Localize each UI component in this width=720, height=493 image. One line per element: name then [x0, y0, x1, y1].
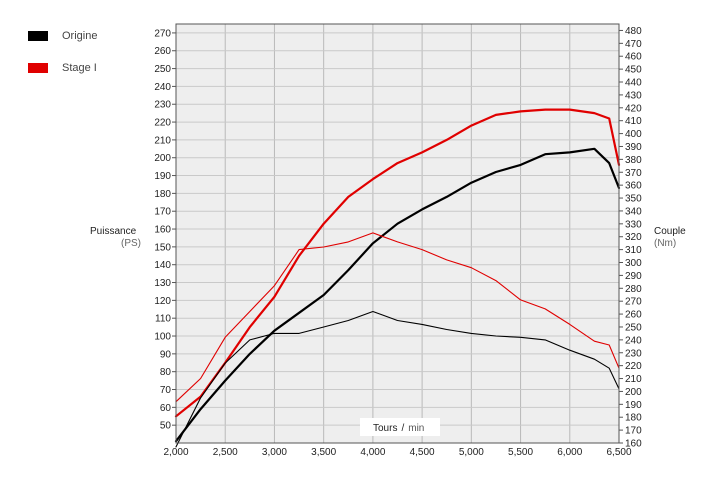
x-tick-label: 6,500: [606, 447, 631, 458]
y-right-tick-label: 200: [625, 387, 642, 398]
x-tick-label: 4,500: [410, 447, 435, 458]
x-axis-title-unit: min: [408, 423, 424, 434]
y-right-tick-label: 230: [625, 348, 642, 359]
y-left-axis-unit: (PS): [121, 238, 141, 249]
y-left-tick-label: 100: [154, 332, 171, 343]
y-right-tick-label: 360: [625, 181, 642, 192]
y-left-tick-label: 70: [160, 385, 172, 396]
series-lines: [174, 108, 621, 448]
legend-swatch-stage-i: [28, 63, 48, 73]
y-left-tick-label: 240: [154, 82, 171, 93]
y-right-tick-label: 480: [625, 26, 642, 37]
legend-label-origine: Origine: [62, 30, 98, 42]
y-left-tick-label: 110: [155, 314, 171, 325]
y-left-tick-labels: 50 60 70 80 90 100 110 120 130 140 150 160 170 180 190…: [154, 28, 176, 432]
y-right-tick-label: 250: [625, 322, 642, 333]
y-right-tick-label: 210: [625, 374, 642, 385]
x-axis-title-box: [360, 418, 440, 436]
y-left-tick-label: 270: [154, 28, 171, 39]
y-left-tick-label: 250: [154, 64, 171, 75]
series-line-stage-i-couple: [175, 232, 620, 403]
x-axis-title: Tours / min: [373, 423, 424, 434]
y-left-tick-label: 130: [154, 278, 171, 289]
y-right-tick-label: 190: [625, 400, 642, 411]
x-axis-title-label: Tours: [373, 423, 397, 434]
y-right-tick-label: 290: [625, 271, 642, 282]
y-right-tick-label: 380: [625, 155, 642, 166]
y-right-axis-title: Couple: [654, 226, 686, 237]
y-left-tick-label: 150: [154, 242, 171, 253]
y-left-tick-label: 180: [154, 189, 171, 200]
y-right-tick-label: 400: [625, 129, 642, 140]
y-right-tick-label: 160: [625, 439, 642, 450]
x-axis-title-slash: /: [401, 423, 404, 434]
y-right-tick-label: 300: [625, 258, 642, 269]
y-left-tick-label: 80: [160, 367, 172, 378]
y-right-tick-label: 220: [625, 361, 642, 372]
y-left-tick-label: 260: [154, 46, 171, 57]
y-left-tick-label: 210: [154, 135, 171, 146]
y-left-tick-label: 50: [160, 421, 172, 432]
y-right-tick-label: 370: [625, 168, 642, 179]
y-left-tick-label: 160: [154, 225, 171, 236]
x-tick-label: 2,500: [213, 447, 238, 458]
y-right-tick-label: 310: [625, 245, 642, 256]
x-tick-label: 5,000: [459, 447, 484, 458]
legend-item-origine: Origine: [28, 30, 97, 42]
x-tick-label: 3,500: [311, 447, 336, 458]
y-right-axis-unit: (Nm): [654, 238, 677, 249]
series-line-origine-couple: [175, 310, 620, 448]
y-right-tick-label: 330: [625, 219, 642, 230]
x-tick-label: 4,000: [360, 447, 385, 458]
y-left-tick-label: 200: [154, 153, 171, 164]
y-right-tick-label: 420: [625, 103, 642, 114]
y-right-tick-label: 440: [625, 78, 642, 89]
plot-area: [176, 24, 619, 443]
y-right-tick-label: 240: [625, 335, 642, 346]
y-right-tick-label: 340: [625, 206, 642, 217]
y-right-tick-label: 450: [625, 65, 642, 76]
x-tick-label: 5,500: [508, 447, 533, 458]
grid-lines: [175, 24, 620, 443]
y-right-tick-label: 410: [625, 116, 642, 127]
legend-label-stage-i: Stage I: [62, 62, 97, 74]
y-left-axis-title: Puissance: [90, 226, 137, 237]
legend-item-stage-i: Stage I: [28, 62, 97, 74]
y-right-tick-label: 460: [625, 52, 642, 63]
x-tick-label: 3,000: [262, 447, 287, 458]
x-tick-labels: 2,000 2,500 3,000 3,500 4,000 4,500 5,000 5,500…: [163, 447, 631, 458]
x-tick-label: 6,000: [557, 447, 582, 458]
y-right-tick-label: 390: [625, 142, 642, 153]
series-line-origine-puissance: [174, 147, 621, 443]
y-right-tick-label: 180: [625, 413, 642, 424]
y-right-tick-label: 320: [625, 232, 642, 243]
y-left-tick-label: 230: [154, 100, 171, 111]
y-right-tick-label: 470: [625, 39, 642, 50]
y-left-tick-label: 140: [154, 260, 171, 271]
y-left-tick-label: 120: [154, 296, 171, 307]
y-right-tick-label: 270: [625, 297, 642, 308]
plot-frame: [175, 23, 620, 444]
series-line-stage-i-puissance: [174, 108, 621, 418]
x-tick-label: 2,000: [163, 447, 188, 458]
legend-swatch-origine: [28, 31, 48, 41]
y-left-tick-label: 60: [160, 403, 172, 414]
y-left-tick-label: 90: [160, 349, 172, 360]
y-right-tick-label: 280: [625, 284, 642, 295]
y-right-tick-label: 350: [625, 194, 642, 205]
y-left-tick-label: 220: [154, 118, 171, 129]
y-left-tick-label: 170: [154, 207, 171, 218]
y-right-tick-label: 260: [625, 310, 642, 321]
y-left-tick-label: 190: [154, 171, 171, 182]
y-right-tick-label: 430: [625, 90, 642, 101]
y-right-tick-label: 170: [625, 426, 642, 437]
